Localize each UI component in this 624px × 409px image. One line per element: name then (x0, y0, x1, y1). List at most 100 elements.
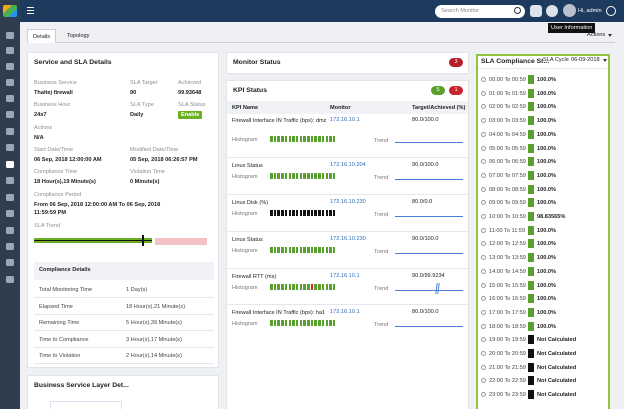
sidebar-icon[interactable] (6, 111, 14, 118)
histogram-bar (310, 173, 314, 179)
tab-topology[interactable]: Topology (67, 33, 90, 39)
search-box[interactable] (435, 5, 525, 18)
cycle-value: 06-09-2018 (571, 57, 600, 63)
histogram-bar (329, 320, 332, 326)
histogram-bar (281, 173, 284, 179)
apps-button[interactable] (546, 5, 558, 17)
histogram-bar (281, 210, 284, 216)
sidebar-icon[interactable] (6, 63, 14, 70)
field-label: SLA Type (130, 102, 154, 108)
histogram-bar (318, 320, 321, 326)
sidebar-icon[interactable] (6, 210, 14, 217)
hour-icon (481, 214, 486, 219)
histogram-bar (329, 173, 332, 179)
sidebar-icon[interactable] (6, 194, 14, 201)
histogram-bar (321, 210, 325, 216)
histogram-bar (314, 210, 317, 216)
hour-value: 100.0% (537, 241, 556, 248)
power-button[interactable] (606, 6, 616, 16)
actions-dropdown[interactable]: Actions (587, 32, 606, 38)
histogram-bar (281, 247, 284, 253)
user-name[interactable]: Hi, admin (578, 8, 602, 14)
table-cell: 18 Hour(s),21 Minute(s) (126, 303, 186, 310)
field-label: SLA Trend (34, 223, 61, 229)
menu-line (27, 10, 34, 11)
histogram-bar (329, 247, 332, 253)
sidebar-icon[interactable] (6, 227, 14, 234)
cycle-caret[interactable] (603, 59, 607, 62)
sidebar-icon[interactable] (6, 47, 14, 54)
logo (3, 5, 17, 17)
field-value: N/A (34, 135, 44, 141)
table-header (227, 101, 468, 114)
avatar[interactable] (563, 4, 576, 17)
trend-label: Trend (374, 138, 389, 144)
field-label: Violation Time (130, 169, 166, 175)
histogram-bar (299, 210, 303, 216)
histogram-bar (307, 210, 310, 216)
histogram-bar (277, 320, 280, 326)
row-line (227, 157, 468, 158)
sla-details-panel (27, 52, 219, 368)
table-cell: Time to Violation (39, 353, 81, 359)
menu-button[interactable] (27, 7, 34, 14)
hour-range: 13:00 To 13:59 (489, 255, 526, 262)
histogram-bar (284, 173, 288, 179)
row-line (227, 231, 468, 232)
sidebar-icon[interactable] (6, 259, 14, 266)
hour-range: 10:00 To 10:59 (489, 214, 526, 220)
histogram-bar (318, 247, 321, 253)
histogram-bar (284, 210, 288, 216)
hour-status (528, 129, 534, 139)
camera-button[interactable] (530, 5, 542, 17)
histogram-bar (303, 136, 306, 142)
trend-label: Trend (374, 286, 389, 292)
sidebar-icon[interactable] (6, 144, 14, 151)
histogram-bar (299, 173, 303, 179)
histogram-bar (284, 320, 288, 326)
hour-range: 22:00 To 22:59 (489, 378, 526, 385)
histogram-bar (314, 284, 317, 290)
kpi-monitor: 172.16.10.1 (330, 309, 360, 315)
histogram-bar (292, 210, 295, 216)
hour-range: 09:00 To 09:59 (489, 200, 526, 207)
histogram-bar (270, 247, 273, 253)
hour-range: 20:00 To 20:59 (489, 351, 526, 357)
hour-icon (481, 364, 486, 370)
trend-line (395, 179, 463, 180)
hour-value: 100.0% (537, 104, 556, 111)
sidebar-icon[interactable] (6, 161, 14, 168)
hour-range: 11:00 To 11:59 (489, 227, 526, 234)
sidebar-icon[interactable] (6, 128, 14, 135)
field-label: Modified Date/Time (130, 147, 179, 153)
layer-box (50, 401, 122, 409)
sidebar-icon[interactable] (6, 177, 14, 184)
histogram-bar (325, 320, 329, 326)
hour-icon (481, 323, 486, 329)
kpi-target: 80.0/0.0 (412, 199, 433, 205)
hour-range: 18:00 To 18:59 (489, 323, 526, 330)
sidebar-icon[interactable] (6, 276, 14, 283)
histogram-bar (332, 247, 336, 253)
field-value: 0 Minute(s) (130, 179, 160, 185)
hour-range: 21:00 To 21:59 (489, 364, 526, 371)
hour-status (528, 307, 534, 317)
field-label: Start Date/Time (34, 147, 73, 153)
sidebar-icon[interactable] (6, 32, 14, 39)
hour-value: 100.0% (537, 296, 556, 303)
sidebar-icon[interactable] (6, 79, 14, 86)
histogram-bar (307, 136, 310, 142)
histogram-bar (273, 284, 277, 290)
tab-details[interactable]: Details (27, 29, 56, 43)
histogram-bar (318, 210, 321, 216)
sidebar-icon[interactable] (6, 243, 14, 250)
histogram-bar (295, 247, 299, 253)
histogram-label: Histogram (232, 211, 258, 217)
histogram-bar (270, 136, 273, 142)
histogram-bar (314, 173, 317, 179)
sidebar-icon[interactable] (6, 95, 14, 102)
hour-range: 12:00 To 12:59 (489, 241, 526, 248)
histogram-bar (288, 284, 292, 290)
field-value: 90 (130, 90, 137, 96)
search-icon[interactable] (514, 7, 521, 14)
